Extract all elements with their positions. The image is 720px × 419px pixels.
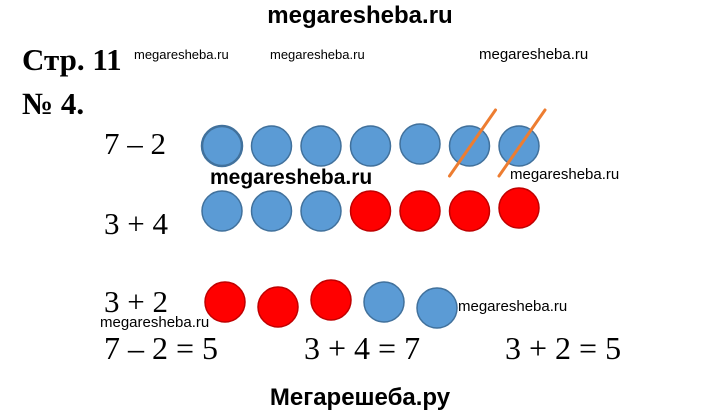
- counter-red-row2-7: [498, 187, 540, 229]
- answer-3: 3 + 2 = 5: [505, 330, 622, 366]
- site-watermark-top[interactable]: megaresheba.ru: [267, 2, 453, 29]
- watermark-4: megaresheba.ru: [210, 166, 373, 189]
- counter-blue-row1-3: [300, 125, 342, 167]
- counter-blue-row2-2: [250, 190, 293, 232]
- watermark-1: megaresheba.ru: [134, 47, 229, 62]
- answer-1: 7 – 2 = 5: [104, 330, 219, 366]
- counter-blue-row1-4: [349, 125, 392, 167]
- counter-red-row2-6: [448, 190, 491, 232]
- row-2-expression: 3 + 4: [104, 206, 168, 241]
- page-number-label: Стр. 11: [22, 42, 122, 77]
- counter-red-row3-3: [310, 279, 352, 321]
- watermark-3: megaresheba.ru: [479, 46, 589, 63]
- watermark-6: megaresheba.ru: [458, 298, 568, 315]
- answer-2: 3 + 4 = 7: [304, 330, 421, 366]
- counter-blue-row1-5: [399, 123, 441, 165]
- counter-blue-row2-1: [201, 190, 243, 232]
- counter-red-row3-2: [257, 286, 299, 328]
- counter-blue-row2-3: [300, 190, 342, 232]
- watermark-5: megaresheba.ru: [510, 166, 620, 183]
- cross-out-mark-7: [497, 108, 547, 178]
- counter-blue-row1-2: [250, 125, 293, 167]
- counter-red-row2-5: [399, 190, 441, 232]
- row-3-expression: 3 + 2: [104, 284, 168, 319]
- row-1-expression: 7 – 2: [104, 126, 166, 161]
- counter-red-row3-1: [204, 281, 246, 323]
- counter-blue-row1-1: [200, 124, 244, 168]
- task-number-label: № 4.: [22, 86, 85, 121]
- cross-out-mark-6: [448, 108, 497, 178]
- counter-blue-row3-5: [416, 287, 458, 329]
- site-watermark-bottom[interactable]: Мегарешеба.ру: [269, 384, 451, 411]
- counter-blue-row3-4: [363, 281, 405, 323]
- watermark-7: megaresheba.ru: [100, 314, 210, 331]
- watermark-2: megaresheba.ru: [270, 47, 365, 62]
- counter-red-row2-4: [349, 190, 392, 232]
